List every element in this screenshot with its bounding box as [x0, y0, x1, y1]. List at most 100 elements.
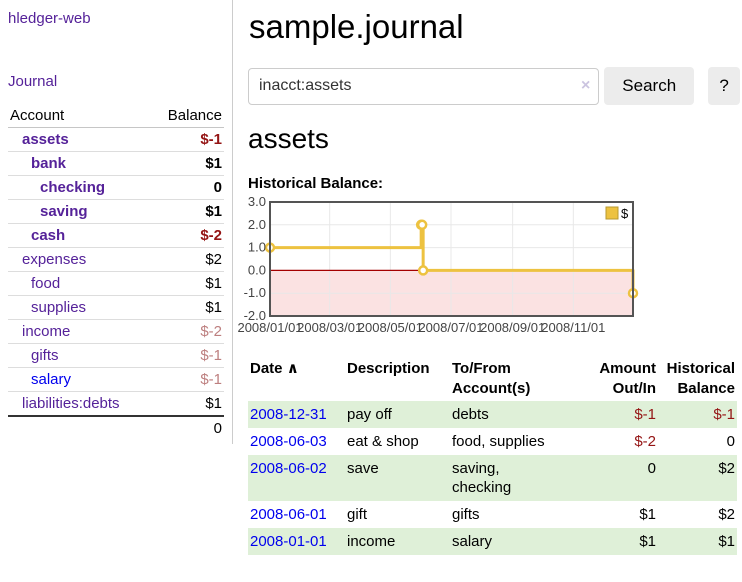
transaction-row: 2008-06-03 eat & shop food, supplies $-2 0 — [248, 428, 737, 455]
header-line: Account(s) — [452, 380, 531, 397]
transaction-amount: 0 — [647, 460, 656, 477]
account-heading: assets — [248, 123, 329, 154]
transaction-accounts: gifts — [450, 501, 560, 528]
clear-search-icon[interactable]: × — [580, 76, 591, 94]
transaction-accounts-line: checking — [452, 479, 512, 496]
transaction-amount: $1 — [639, 533, 656, 550]
y-axis-label: 3.0 — [248, 194, 266, 209]
sidebar-account-checking[interactable]: checking — [40, 179, 106, 196]
transaction-date-cell: 2008-06-01 — [248, 501, 345, 528]
account-row: salary $-1 — [8, 367, 224, 392]
account-name-cell: gifts — [8, 343, 150, 368]
account-balance: $1 — [149, 295, 224, 320]
sidebar-account-expenses[interactable]: expenses — [22, 251, 87, 268]
account-balance: $2 — [149, 247, 224, 272]
search-button[interactable]: Search — [604, 67, 695, 105]
sidebar-account-gifts[interactable]: gifts — [31, 347, 59, 364]
transaction-date-link[interactable]: 2008-01-01 — [250, 533, 327, 550]
y-axis-label: -2.0 — [244, 308, 266, 323]
help-button[interactable]: ? — [708, 67, 740, 105]
register-header-row: Date ∧ Description To/From Account(s) Amo… — [248, 357, 737, 401]
search-field-wrapper: × — [248, 67, 600, 105]
y-axis-label: -1.0 — [244, 285, 266, 300]
x-axis-label: 2008/05/01 — [358, 320, 423, 335]
transaction-accounts: debts — [450, 401, 560, 428]
sidebar-account-income[interactable]: income — [22, 323, 71, 340]
x-axis-label: 2008/07/01 — [418, 320, 483, 335]
transaction-row: 2008-12-31 pay off debts $-1 $-1 — [248, 401, 737, 428]
legend-swatch — [605, 206, 619, 220]
search-input[interactable] — [248, 67, 600, 105]
running-balance: $2 — [718, 506, 735, 523]
transaction-description: gift — [347, 506, 368, 523]
transaction-row: 2008-06-02 save saving, checking 0 $2 — [248, 455, 737, 501]
transaction-accounts: salary — [450, 528, 560, 555]
sidebar-account-bank[interactable]: bank — [31, 155, 67, 172]
sidebar-account-assets[interactable]: assets — [22, 131, 69, 148]
chart-title: Historical Balance: — [248, 175, 384, 192]
x-axis-label: 2008/03/01 — [297, 320, 362, 335]
chart-point — [416, 219, 428, 231]
accounts-total-row: 0 — [8, 415, 224, 440]
accounts-total-spacer — [8, 415, 150, 440]
legend-label: $ — [621, 206, 629, 221]
account-row: bank $1 — [8, 151, 224, 176]
journal-link[interactable]: Journal — [8, 73, 58, 90]
accounts-header-account: Account — [8, 104, 150, 128]
transaction-description: pay off — [347, 406, 392, 423]
chart-svg: 3.0 2.0 1.0 0.0 -1.0 -2.02008/01/012008/03/01… — [237, 194, 639, 335]
sidebar-account-food[interactable]: food — [31, 275, 61, 292]
account-balance: $-1 — [149, 343, 224, 368]
sidebar-account-cash[interactable]: cash — [31, 227, 66, 244]
header-line: To/From — [452, 360, 511, 377]
sidebar-account-supplies[interactable]: supplies — [31, 299, 87, 316]
search-form: × Search ? — [248, 67, 740, 105]
col-header-balance: Historical Balance — [658, 357, 737, 401]
transaction-accounts-line: food, supplies — [452, 433, 545, 450]
transaction-date-link[interactable]: 2008-06-02 — [250, 460, 327, 477]
account-row: food $1 — [8, 271, 224, 296]
x-axis-label: 2008/01/01 — [237, 320, 302, 335]
col-header-accounts: To/From Account(s) — [450, 357, 560, 401]
account-name-cell: supplies — [8, 295, 150, 320]
chart-point — [417, 265, 429, 276]
running-balance: 0 — [726, 433, 735, 450]
y-axis-label: 0.0 — [248, 262, 266, 277]
header-line: Balance — [677, 380, 735, 397]
transaction-description: save — [347, 460, 379, 477]
running-balance: $-1 — [713, 406, 735, 423]
sidebar-account-liabilities-debts[interactable]: liabilities:debts — [22, 395, 120, 412]
sidebar-account-saving[interactable]: saving — [40, 203, 88, 220]
transaction-date-link[interactable]: 2008-06-01 — [250, 506, 327, 523]
transaction-accounts-line: saving, — [452, 460, 500, 477]
account-balance: $-2 — [149, 223, 224, 248]
transaction-amount: $-2 — [634, 433, 656, 450]
account-name-cell: assets — [8, 127, 150, 152]
sidebar-account-salary[interactable]: salary — [31, 371, 72, 388]
account-balance: $1 — [149, 391, 224, 417]
account-row: expenses $2 — [8, 247, 224, 272]
x-axis-label: 2008/09/01 — [480, 320, 545, 335]
main-content: sample.journal × Search ? assets Histori… — [237, 0, 740, 555]
col-header-amount: Amount Out/In — [560, 357, 658, 401]
transaction-date-link[interactable]: 2008-06-03 — [250, 433, 327, 450]
transaction-accounts-line: salary — [452, 533, 493, 550]
account-row: cash $-2 — [8, 223, 224, 248]
y-axis-label: 2.0 — [248, 217, 266, 232]
transaction-accounts: food, supplies — [450, 428, 560, 455]
sort-ascending-icon: ∧ — [286, 360, 299, 377]
account-balance: $1 — [149, 199, 224, 224]
transaction-date-link[interactable]: 2008-12-31 — [250, 406, 327, 423]
running-balance: $2 — [718, 460, 735, 477]
account-row: liabilities:debts $1 — [8, 391, 224, 417]
account-name-cell: saving — [8, 199, 150, 224]
col-header-date[interactable]: Date ∧ — [248, 357, 345, 401]
historical-balance-chart: 3.0 2.0 1.0 0.0 -1.0 -2.0 2008/01/01 2008/03/01… — [237, 194, 740, 343]
account-balance: $1 — [149, 271, 224, 296]
app-title-link[interactable]: hledger-web — [8, 10, 91, 27]
header-line: Amount — [599, 360, 656, 377]
register-table: Date ∧ Description To/From Account(s) Amo… — [248, 357, 737, 555]
transaction-date-cell: 2008-12-31 — [248, 401, 345, 428]
x-axis-label: 2008/11/01 — [541, 320, 605, 335]
transaction-row: 2008-06-01 gift gifts $1 $2 — [248, 501, 737, 528]
